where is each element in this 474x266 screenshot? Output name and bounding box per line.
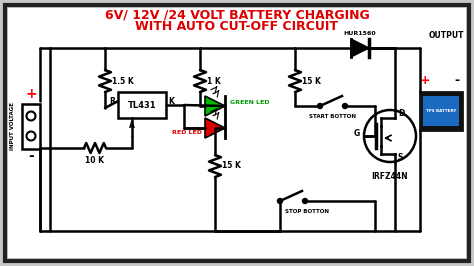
Text: -: - bbox=[28, 149, 34, 163]
Polygon shape bbox=[205, 118, 225, 138]
Text: S: S bbox=[398, 153, 403, 163]
Text: 6V/ 12V /24 VOLT BATTERY CHARGING: 6V/ 12V /24 VOLT BATTERY CHARGING bbox=[105, 9, 369, 22]
Text: D: D bbox=[398, 110, 404, 118]
Text: A: A bbox=[129, 121, 136, 130]
Text: WITH AUTO CUT-OFF CIRCUIT: WITH AUTO CUT-OFF CIRCUIT bbox=[136, 20, 338, 34]
Text: OUTPUT: OUTPUT bbox=[428, 31, 464, 40]
Circle shape bbox=[302, 198, 308, 203]
Text: STOP BOTTON: STOP BOTTON bbox=[285, 209, 329, 214]
Text: RED LED: RED LED bbox=[172, 131, 202, 135]
Text: INPUT VOLTAGE: INPUT VOLTAGE bbox=[10, 102, 16, 150]
Text: 1.5 K: 1.5 K bbox=[112, 77, 134, 85]
Bar bbox=[423, 96, 459, 126]
Circle shape bbox=[318, 103, 322, 109]
Circle shape bbox=[343, 103, 347, 109]
Text: R: R bbox=[109, 97, 115, 106]
Bar bbox=[22, 103, 40, 148]
Text: TPS BATTERY: TPS BATTERY bbox=[426, 109, 456, 113]
Text: G: G bbox=[354, 128, 360, 138]
Text: TL431: TL431 bbox=[128, 101, 156, 110]
Bar bbox=[420, 92, 462, 130]
Text: 1 K: 1 K bbox=[207, 77, 221, 85]
Bar bbox=[118, 92, 166, 118]
Text: HUR1560: HUR1560 bbox=[344, 31, 376, 36]
Text: 15 K: 15 K bbox=[222, 161, 241, 171]
Circle shape bbox=[27, 131, 36, 140]
Text: IRFZ44N: IRFZ44N bbox=[372, 172, 408, 181]
Text: -: - bbox=[455, 74, 460, 87]
Text: GREEN LED: GREEN LED bbox=[230, 101, 270, 106]
Text: +: + bbox=[419, 74, 430, 87]
Circle shape bbox=[27, 111, 36, 120]
Text: +: + bbox=[25, 87, 37, 101]
Circle shape bbox=[277, 198, 283, 203]
Text: K: K bbox=[168, 98, 174, 106]
Polygon shape bbox=[351, 39, 369, 57]
Polygon shape bbox=[205, 96, 225, 116]
Text: START BOTTON: START BOTTON bbox=[309, 114, 356, 119]
Circle shape bbox=[364, 110, 416, 162]
Text: 15 K: 15 K bbox=[302, 77, 321, 85]
Text: 10 K: 10 K bbox=[85, 156, 104, 165]
